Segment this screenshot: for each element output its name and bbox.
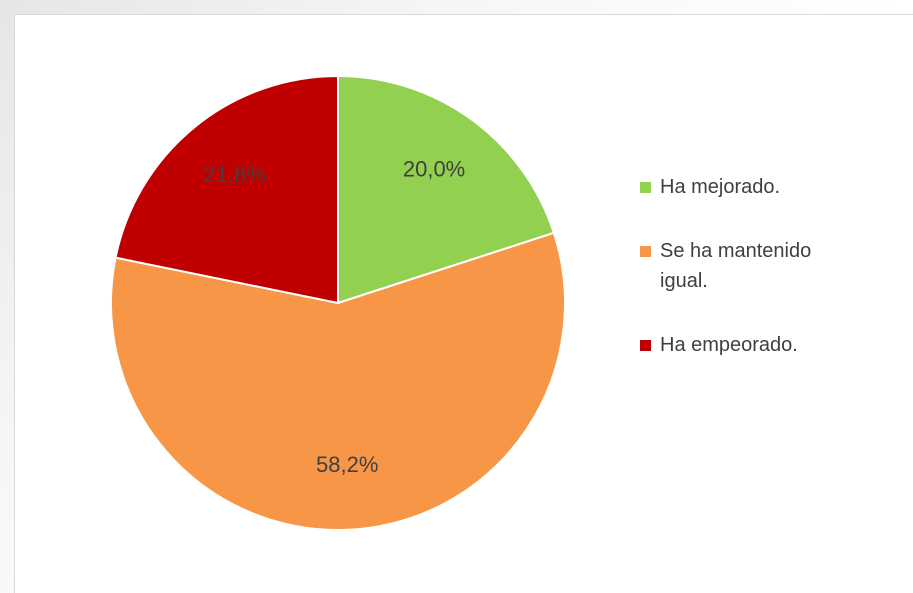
data-label: 20,0% (403, 157, 465, 182)
data-label: 58,2% (316, 452, 378, 477)
pie-slice (337, 74, 556, 305)
legend-label: Ha empeorado. (660, 334, 798, 356)
legend-swatch (640, 340, 651, 351)
pie-slice (110, 231, 566, 531)
legend-item: Ha mejorado. (640, 172, 840, 202)
pie-slice (114, 74, 339, 305)
legend-swatch (640, 246, 651, 257)
data-label: 21,8% (203, 162, 265, 187)
legend: Ha mejorado. Se ha mantenido igual. Ha emp… (640, 172, 840, 394)
legend-swatch (640, 182, 651, 193)
legend-item: Se ha mantenido igual. (640, 236, 840, 296)
legend-label: Se ha mantenido igual. (660, 240, 812, 292)
legend-label: Ha mejorado. (660, 176, 781, 198)
legend-item: Ha empeorado. (640, 330, 840, 360)
